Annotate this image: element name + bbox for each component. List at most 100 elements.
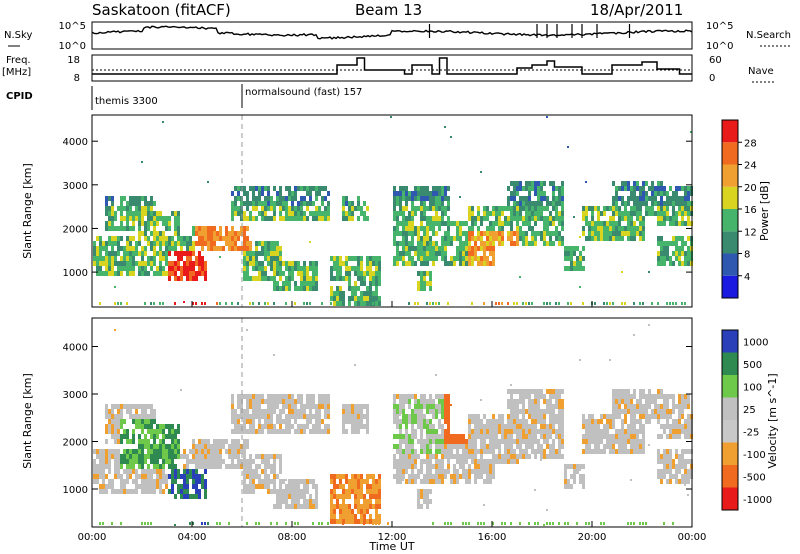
heatmap-cell — [615, 394, 618, 399]
heatmap-cell — [402, 479, 404, 481]
heatmap-cell — [483, 206, 486, 211]
heatmap-cell — [543, 429, 546, 434]
heatmap-cell — [264, 469, 267, 474]
heatmap-cell — [426, 302, 428, 305]
heatmap-cell — [537, 201, 540, 206]
heatmap-cell — [612, 409, 615, 414]
heatmap-cell — [405, 241, 408, 246]
heatmap-cell — [531, 216, 534, 221]
heatmap-cell — [525, 454, 528, 459]
heatmap-cell — [330, 291, 333, 296]
heatmap-cell — [306, 281, 309, 286]
heatmap-cell — [681, 479, 684, 484]
heatmap-cell — [624, 231, 627, 236]
heatmap-cell — [417, 504, 420, 509]
heatmap-cell — [495, 231, 498, 236]
heatmap-cell — [621, 201, 624, 206]
heatmap-cell — [462, 522, 464, 525]
heatmap-cell — [624, 429, 627, 434]
heatmap-cell — [273, 459, 276, 464]
heatmap-cell — [426, 404, 429, 409]
heatmap-cell — [558, 439, 561, 444]
heatmap-cell — [681, 409, 684, 414]
heatmap-cell — [651, 201, 654, 206]
heatmap-cell — [582, 434, 585, 439]
heatmap-cell — [291, 424, 294, 429]
heatmap-cell — [453, 474, 456, 479]
heatmap-cell — [630, 419, 633, 424]
heatmap-cell — [627, 226, 630, 231]
heatmap-cell — [420, 399, 423, 404]
heatmap-cell — [636, 196, 639, 201]
heatmap-cell — [558, 231, 561, 236]
heatmap-cell — [432, 256, 435, 261]
heatmap-cell — [135, 489, 138, 494]
heatmap-cell — [609, 359, 611, 361]
heatmap-cell — [393, 434, 396, 439]
heatmap-cell — [222, 246, 225, 251]
heatmap-cell — [342, 291, 345, 296]
heatmap-cell — [99, 469, 102, 474]
heatmap-cell — [456, 474, 459, 479]
heatmap-cell — [138, 424, 141, 429]
heatmap-cell — [264, 216, 267, 221]
heatmap-cell — [486, 434, 489, 439]
heatmap-cell — [501, 439, 504, 444]
heatmap-cell — [189, 246, 192, 251]
heatmap-cell — [417, 399, 420, 404]
heatmap-cell — [150, 479, 153, 484]
heatmap-cell — [444, 469, 447, 474]
heatmap-cell — [357, 206, 360, 211]
heatmap-cell — [543, 226, 546, 231]
heatmap-cell — [522, 389, 525, 394]
heatmap-cell — [627, 399, 630, 404]
heatmap-cell — [246, 419, 249, 424]
heatmap-cell — [249, 276, 252, 281]
heatmap-cell — [489, 474, 492, 479]
heatmap-cell — [660, 424, 663, 429]
heatmap-cell — [417, 414, 420, 419]
heatmap-cell — [243, 271, 246, 276]
heatmap-cell — [495, 459, 498, 464]
heatmap-cell — [606, 424, 609, 429]
heatmap-cell — [369, 494, 372, 499]
heatmap-cell — [363, 424, 366, 429]
heatmap-cell — [408, 226, 411, 231]
heatmap-cell — [528, 429, 531, 434]
heatmap-cell — [240, 404, 243, 409]
heatmap-cell — [201, 474, 204, 479]
heatmap-cell — [378, 479, 381, 484]
heatmap-cell — [360, 296, 363, 301]
heatmap-cell — [123, 454, 126, 459]
heatmap-cell — [603, 231, 606, 236]
heatmap-cell — [345, 474, 348, 479]
date-label: 18/Apr/2011 — [590, 1, 683, 19]
heatmap-cell — [417, 404, 420, 409]
heatmap-cell — [531, 424, 534, 429]
heatmap-cell — [444, 126, 446, 128]
heatmap-cell — [177, 261, 180, 266]
heatmap-cell — [426, 221, 429, 226]
heatmap-cell — [645, 394, 648, 399]
heatmap-cell — [441, 409, 444, 414]
heatmap-cell — [114, 419, 117, 424]
heatmap-cell — [582, 256, 585, 261]
heatmap-cell — [228, 241, 231, 246]
heatmap-cell — [162, 121, 164, 123]
heatmap-cell — [192, 302, 194, 305]
heatmap-cell — [558, 429, 561, 434]
heatmap-cell — [330, 489, 333, 494]
heatmap-cell — [666, 424, 669, 429]
heatmap-cell — [141, 404, 144, 409]
heatmap-cell — [630, 399, 633, 404]
heatmap-cell — [402, 186, 405, 191]
heatmap-cell — [561, 419, 564, 424]
heatmap-cell — [351, 409, 354, 414]
heatmap-cell — [585, 449, 588, 454]
heatmap-cell — [615, 226, 618, 231]
heatmap-cell — [297, 271, 300, 276]
heatmap-cell — [441, 241, 444, 246]
heatmap-cell — [243, 276, 246, 281]
heatmap-cell — [123, 266, 126, 271]
heatmap-cell — [186, 276, 189, 281]
